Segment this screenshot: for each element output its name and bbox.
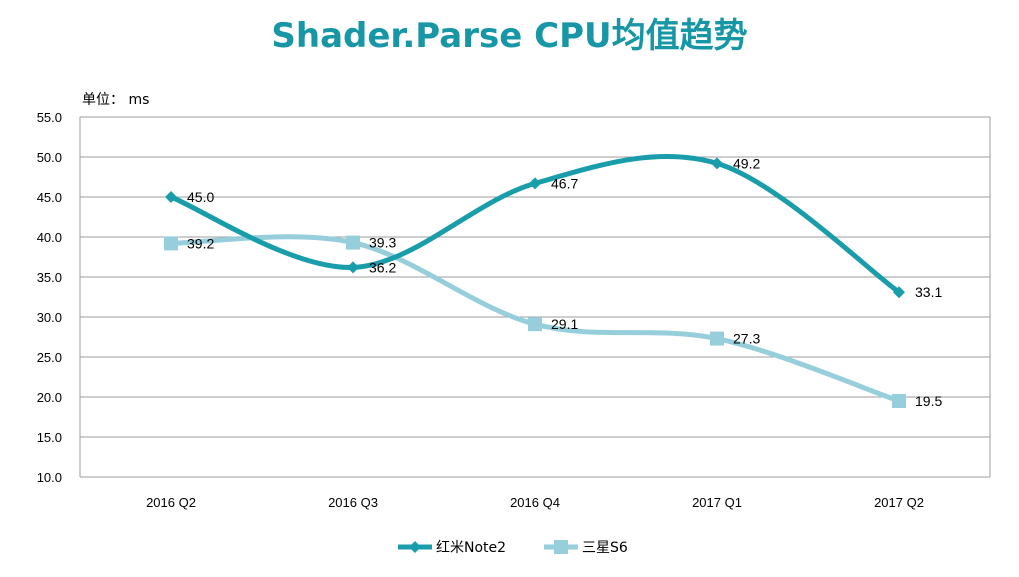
y-tick-label: 50.0 (37, 150, 62, 165)
unit-label: 单位： ms (82, 92, 149, 108)
x-tick-label: 2016 Q2 (146, 495, 196, 510)
y-tick-label: 35.0 (37, 270, 62, 285)
data-point-marker (347, 261, 359, 274)
data-label: 36.2 (369, 259, 396, 275)
x-tick-label: 2016 Q4 (510, 495, 560, 510)
data-point-marker (892, 394, 906, 408)
data-label: 46.7 (551, 175, 578, 191)
data-point-marker (528, 317, 542, 332)
axes: 10.0 15.0 20.0 25.0 30.0 35.0 40.0 45.0 50.0 55.0… (37, 110, 991, 510)
data-label: 39.2 (187, 235, 214, 251)
data-label: 27.3 (733, 331, 760, 347)
y-tick-label: 40.0 (37, 230, 62, 245)
data-point-marker (164, 236, 178, 251)
data-point-marker (529, 177, 541, 190)
x-tick-label: 2016 Q3 (328, 495, 378, 510)
data-point-marker (711, 157, 723, 170)
legend-label: 红米Note2 (436, 540, 506, 556)
y-tick-label: 20.0 (37, 390, 62, 405)
series-line-0 (168, 153, 902, 295)
x-tick-label: 2017 Q1 (692, 495, 742, 510)
data-label: 19.5 (915, 393, 942, 409)
data-label: 29.1 (551, 316, 578, 332)
data-point-marker (346, 235, 360, 250)
chart-title: Shader.Parse CPU均值趋势 (271, 16, 748, 56)
y-tick-label: 25.0 (37, 350, 62, 365)
data-label: 45.0 (187, 189, 214, 205)
data-point-marker (893, 286, 905, 299)
legend: 红米Note2 三星S6 (398, 540, 628, 556)
x-tick-label: 2017 Q2 (874, 495, 924, 510)
y-tick-label: 15.0 (37, 430, 62, 445)
legend-marker (409, 541, 421, 553)
y-tick-label: 45.0 (37, 190, 62, 205)
data-label: 39.3 (369, 235, 396, 251)
data-labels: 45.0 36.2 46.7 49.2 33.1 39.2 39.3 29.1 27.3 19.5 (187, 155, 942, 409)
data-label: 33.1 (915, 284, 942, 300)
series (164, 153, 906, 408)
y-tick-label: 10.0 (37, 470, 62, 485)
legend-label: 三星S6 (582, 540, 628, 556)
data-point-marker (165, 191, 177, 203)
data-point-marker (710, 331, 724, 346)
y-tick-label: 30.0 (37, 310, 62, 325)
y-tick-label: 55.0 (37, 110, 62, 125)
data-label: 49.2 (733, 155, 760, 171)
legend-marker (554, 540, 568, 554)
gridlines (80, 116, 990, 478)
